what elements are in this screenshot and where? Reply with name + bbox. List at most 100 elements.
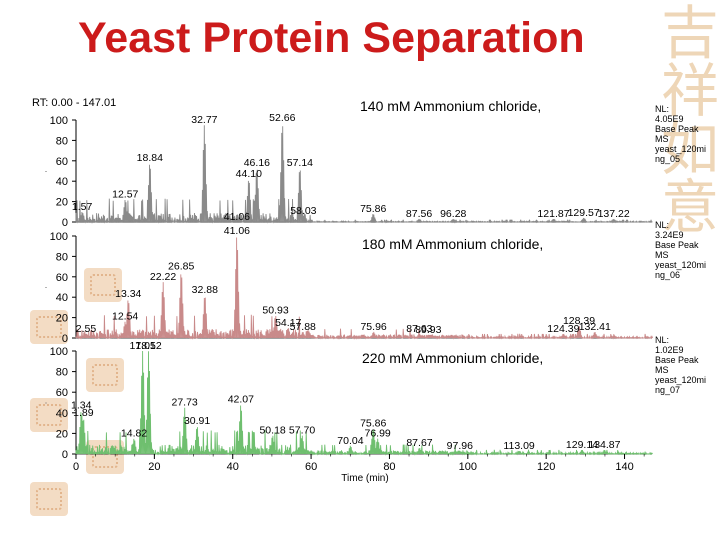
- y-tick-label: 60: [56, 272, 68, 284]
- peak-label: 13.34: [115, 288, 141, 300]
- nl-info-line: MS: [655, 365, 669, 375]
- peak-label: 32.77: [191, 114, 217, 126]
- x-tick-label: 140: [615, 461, 633, 473]
- peak-label: 52.66: [269, 112, 295, 124]
- peak-label: 128.39: [563, 315, 595, 327]
- nl-info-line: ng_07: [655, 385, 680, 395]
- nl-info-line: 1.02E9: [655, 345, 684, 355]
- condition-label-220: 220 mM Ammonium chloride,: [362, 350, 544, 366]
- peak-label: 124.39: [547, 323, 579, 335]
- nl-info-line: yeast_120mi: [655, 375, 706, 385]
- peak-label: 50.93: [262, 305, 288, 317]
- peak-label: 2.55: [76, 323, 97, 335]
- y-tick-label: 60: [56, 387, 68, 399]
- peak-label: 18.84: [137, 152, 163, 164]
- decorative-seal-icon: [30, 310, 68, 344]
- peak-label: 30.91: [184, 415, 210, 427]
- decorative-seal-icon: [30, 398, 68, 432]
- x-tick-label: 60: [305, 461, 317, 473]
- series-trace: [75, 237, 654, 340]
- peak-label: 70.04: [337, 435, 363, 447]
- x-tick-label: 20: [148, 461, 160, 473]
- y-tick-label: 40: [56, 408, 68, 420]
- peak-label: 57.14: [287, 157, 313, 169]
- peak-label: 58.03: [290, 205, 316, 217]
- x-tick-label: 120: [537, 461, 555, 473]
- nl-info-line: yeast_120mi: [655, 260, 706, 270]
- nl-info-line: Base Peak: [655, 355, 699, 365]
- peak-label: 129.57: [568, 207, 600, 219]
- peak-label: 75.86: [360, 203, 386, 215]
- series-trace: [75, 125, 653, 224]
- nl-info-line: yeast_120mi: [655, 144, 706, 154]
- peak-label: 1.57: [72, 201, 93, 213]
- nl-info-line: Base Peak: [655, 124, 699, 134]
- peak-label: 17.01: [130, 340, 156, 352]
- y-tick-label: 20: [56, 313, 68, 325]
- peak-label: 12.57: [112, 189, 138, 201]
- peak-label: 121.87: [537, 208, 569, 220]
- y-tick-label: 100: [50, 231, 68, 243]
- peak-label: 89.93: [415, 324, 441, 336]
- peak-label: 129.14: [566, 439, 598, 451]
- nl-info-line: ng_05: [655, 154, 680, 164]
- peak-label: 12.54: [112, 311, 138, 323]
- nl-info-line: MS: [655, 134, 669, 144]
- peak-label: 137.22: [598, 208, 630, 220]
- peak-label: 32.88: [192, 284, 218, 296]
- nl-info-line: NL:: [655, 335, 669, 345]
- peak-label: 18.52: [135, 340, 161, 352]
- peak-label: 14.82: [121, 428, 147, 440]
- y-tick-label: 0: [62, 449, 68, 461]
- peak-label: 75.86: [360, 417, 386, 429]
- peak-label: 87.67: [406, 437, 432, 449]
- nl-info-line: ng_06: [655, 270, 680, 280]
- y-tick-label: 40: [56, 292, 68, 304]
- peak-label: 50.18: [259, 424, 285, 436]
- rt-range-label: RT: 0.00 - 147.01: [32, 97, 116, 109]
- peak-label: 41.06: [224, 211, 250, 223]
- y-tick-label: 20: [56, 197, 68, 209]
- nl-info-line: NL:: [655, 220, 669, 230]
- condition-label-140: 140 mM Ammonium chloride,: [360, 98, 542, 114]
- peak-label: 76.99: [365, 428, 391, 440]
- x-axis-label: Time (min): [341, 473, 388, 484]
- y-tick-label: 20: [56, 428, 68, 440]
- peak-label: 134.87: [588, 439, 620, 451]
- peak-label: 1.89: [73, 407, 94, 419]
- decorative-seal-icon: [86, 358, 124, 392]
- y-tick-label: 100: [50, 346, 68, 358]
- condition-label-180: 180 mM Ammonium chloride,: [362, 236, 544, 252]
- x-tick-label: 100: [459, 461, 477, 473]
- series-trace: [75, 350, 653, 456]
- peak-label: 44.10: [236, 168, 262, 180]
- y-tick-label: 80: [56, 367, 68, 379]
- x-tick-label: 40: [227, 461, 239, 473]
- y-tick-label: 80: [56, 251, 68, 263]
- peak-label: 87.56: [406, 208, 432, 220]
- nl-info-line: 3.24E9: [655, 230, 684, 240]
- x-tick-label: 0: [73, 461, 79, 473]
- y-tick-label: 40: [56, 176, 68, 188]
- peak-label: 46.16: [244, 157, 270, 169]
- peak-label: 96.28: [440, 208, 466, 220]
- peak-label: 132.41: [579, 321, 611, 333]
- peak-label: 97.96: [447, 440, 473, 452]
- peak-label: 54.17: [275, 317, 301, 329]
- peak-label: 22.22: [150, 271, 176, 283]
- peak-label: 26.85: [168, 261, 194, 273]
- y-tick-label: 0: [62, 217, 68, 229]
- nl-info-line: NL:: [655, 104, 669, 114]
- decorative-seal-icon: [84, 268, 122, 302]
- decorative-calligraphy-icon: 吉祥如意: [651, 2, 719, 234]
- decorative-seal-icon: [30, 482, 68, 516]
- y-tick-label: 0: [62, 333, 68, 345]
- nl-info-line: MS: [655, 250, 669, 260]
- nl-info-line: Base Peak: [655, 240, 699, 250]
- page-title: Yeast Protein Separation: [78, 14, 585, 62]
- nl-info-line: 4.05E9: [655, 114, 684, 124]
- peak-label: 57.70: [289, 424, 315, 436]
- peak-label: 42.07: [228, 394, 254, 406]
- y-tick-label: 80: [56, 135, 68, 147]
- peak-label: 75.96: [360, 321, 386, 333]
